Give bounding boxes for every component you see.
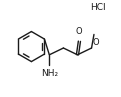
Text: O: O <box>75 27 82 36</box>
Text: NH₂: NH₂ <box>41 69 58 78</box>
Text: O: O <box>92 38 99 47</box>
Text: HCl: HCl <box>91 3 106 12</box>
